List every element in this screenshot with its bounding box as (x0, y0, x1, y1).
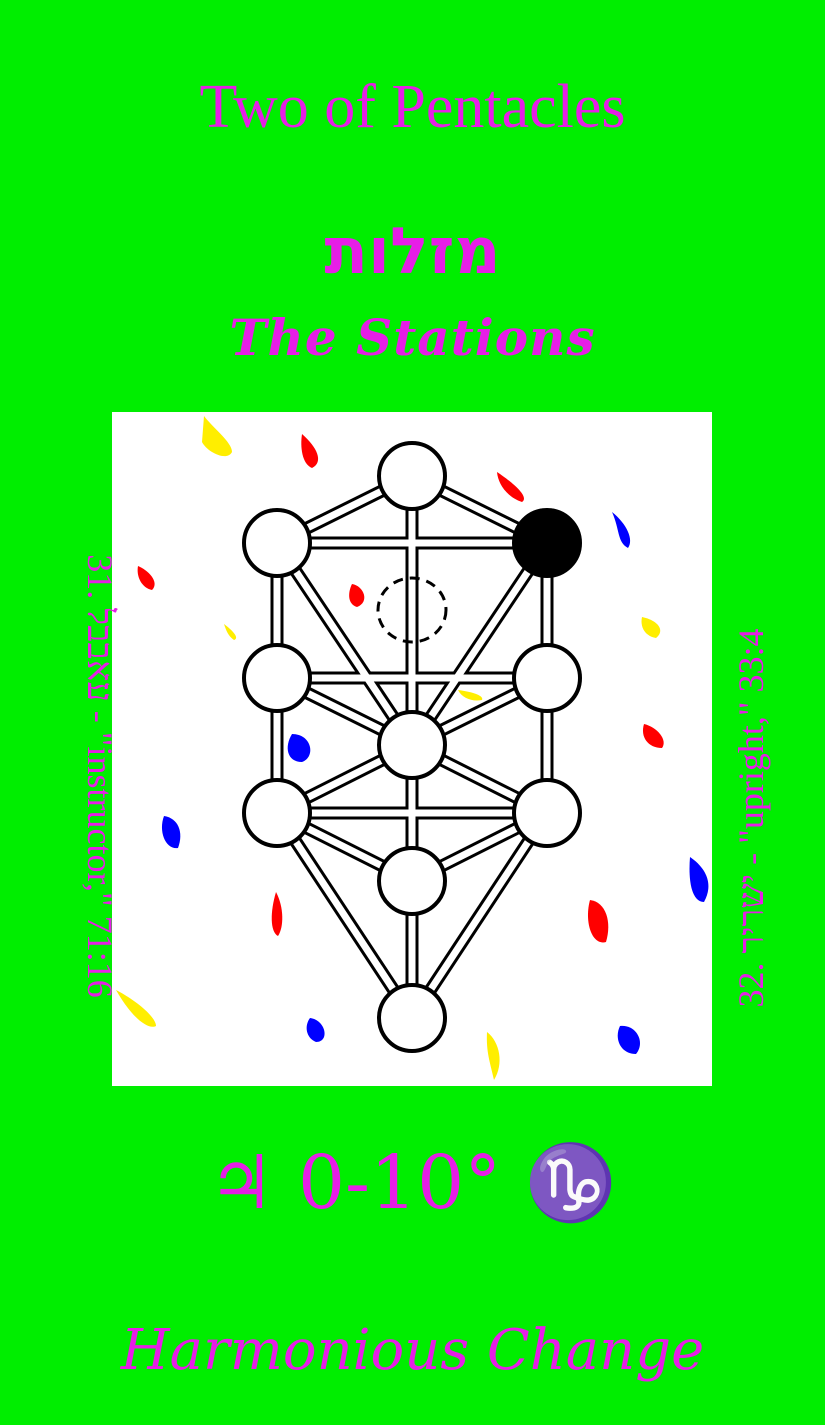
sephirah-netzach (512, 778, 582, 848)
sephirot (242, 441, 582, 1053)
card-subtitle: The Stations (229, 308, 596, 367)
left-caption: 31. ﬠאבבל - "instructor," 71:16 (80, 554, 120, 998)
astrological-attribution: ♃ 0-10° ♑ (208, 1140, 617, 1226)
daath-circle (376, 576, 448, 644)
sephirah-yesod (377, 846, 447, 916)
sephirah-geburah (242, 643, 312, 713)
sephirah-kether (377, 441, 447, 511)
sephirah-chokmah (512, 508, 582, 578)
card-title: Two of Pentacles (199, 73, 626, 141)
tree-of-life-panel (112, 412, 712, 1086)
tree-of-life-diagram (116, 416, 709, 1080)
sephirah-hod (242, 778, 312, 848)
sephirah-tiphareth (377, 710, 447, 780)
sephirah-chesed (512, 643, 582, 713)
card-meaning: Harmonious Change (120, 1318, 705, 1383)
right-caption: 32. ישריר - "upright," 33:4 (731, 628, 771, 1008)
sephirah-malkuth (377, 983, 447, 1053)
sephirah-binah (242, 508, 312, 578)
color-splashes (116, 416, 709, 1080)
hebrew-title: מזלות (324, 215, 501, 289)
